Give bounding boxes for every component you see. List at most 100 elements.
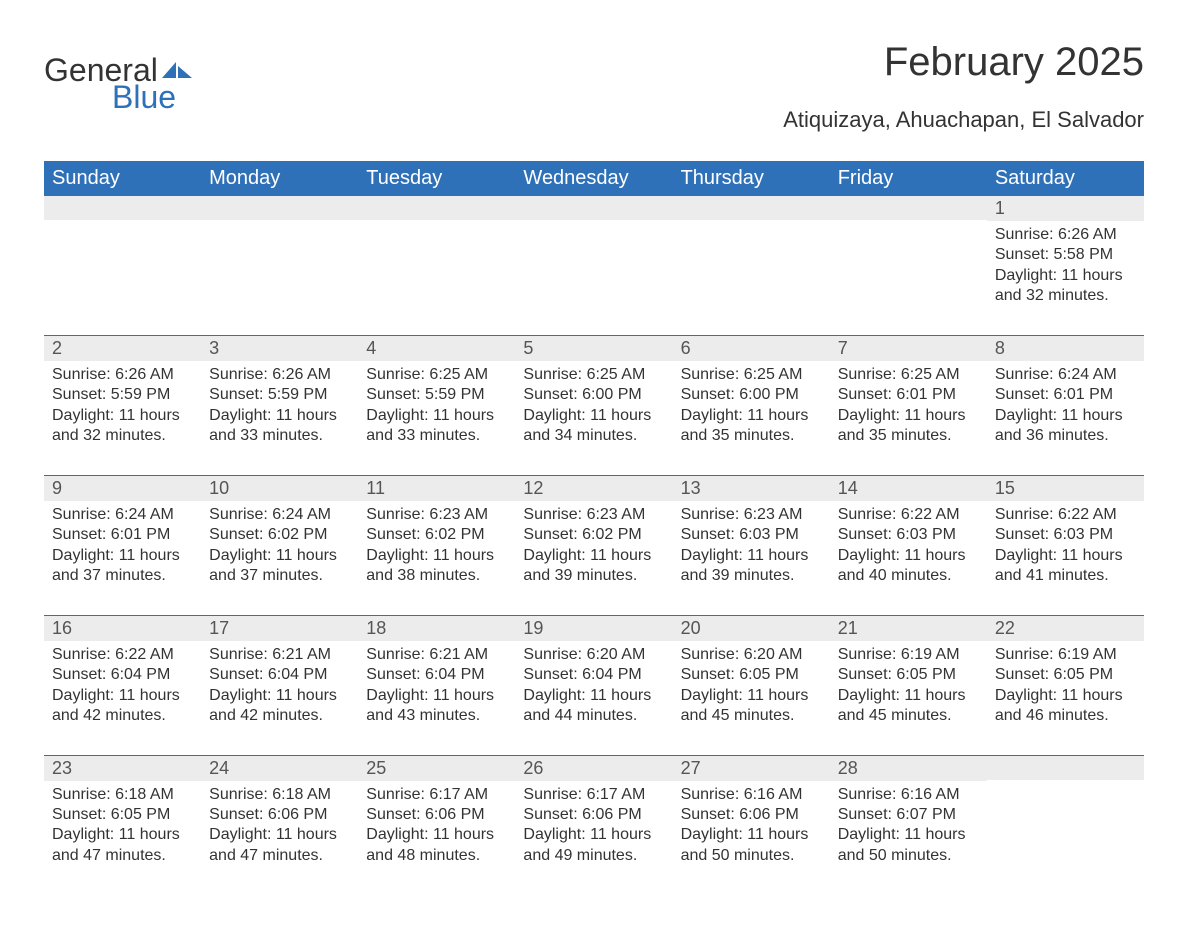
day-detail-line: Sunset: 6:02 PM <box>366 525 507 545</box>
day-detail-line: Sunset: 6:00 PM <box>681 385 822 405</box>
day-number: 14 <box>830 476 987 501</box>
day-details: Sunrise: 6:20 AMSunset: 6:04 PMDaylight:… <box>515 641 672 727</box>
day-detail-line: Sunset: 6:00 PM <box>523 385 664 405</box>
day-detail-line: Daylight: 11 hours and 35 minutes. <box>838 406 979 447</box>
day-detail-line: Daylight: 11 hours and 44 minutes. <box>523 686 664 727</box>
day-detail-line: Sunset: 6:01 PM <box>52 525 193 545</box>
day-details: Sunrise: 6:19 AMSunset: 6:05 PMDaylight:… <box>830 641 987 727</box>
day-detail-line: Sunset: 6:04 PM <box>52 665 193 685</box>
day-detail-line: Daylight: 11 hours and 47 minutes. <box>52 825 193 866</box>
day-number: 21 <box>830 616 987 641</box>
day-number: 18 <box>358 616 515 641</box>
calendar-cell: 17Sunrise: 6:21 AMSunset: 6:04 PMDayligh… <box>201 615 358 755</box>
day-detail-line: Sunrise: 6:24 AM <box>52 505 193 525</box>
logo-text-blue: Blue <box>112 79 192 116</box>
calendar-cell: 3Sunrise: 6:26 AMSunset: 5:59 PMDaylight… <box>201 335 358 475</box>
day-number: 27 <box>673 756 830 781</box>
calendar-cell: 23Sunrise: 6:18 AMSunset: 6:05 PMDayligh… <box>44 755 201 894</box>
day-number: 5 <box>515 336 672 361</box>
day-detail-line: Daylight: 11 hours and 45 minutes. <box>838 686 979 727</box>
day-details: Sunrise: 6:17 AMSunset: 6:06 PMDaylight:… <box>358 781 515 867</box>
day-number: 12 <box>515 476 672 501</box>
calendar-cell <box>44 196 201 335</box>
day-detail-line: Sunrise: 6:26 AM <box>209 365 350 385</box>
day-number: 16 <box>44 616 201 641</box>
day-detail-line: Sunrise: 6:22 AM <box>995 505 1136 525</box>
day-number <box>673 196 830 220</box>
day-number: 20 <box>673 616 830 641</box>
weekday-header: Monday <box>201 161 358 196</box>
day-detail-line: Daylight: 11 hours and 34 minutes. <box>523 406 664 447</box>
calendar-cell: 8Sunrise: 6:24 AMSunset: 6:01 PMDaylight… <box>987 335 1144 475</box>
day-detail-line: Sunrise: 6:19 AM <box>995 645 1136 665</box>
day-detail-line: Sunset: 6:01 PM <box>995 385 1136 405</box>
day-number <box>987 756 1144 780</box>
day-detail-line: Sunset: 6:05 PM <box>995 665 1136 685</box>
day-details: Sunrise: 6:23 AMSunset: 6:03 PMDaylight:… <box>673 501 830 587</box>
day-details: Sunrise: 6:16 AMSunset: 6:07 PMDaylight:… <box>830 781 987 867</box>
title-block: February 2025 Atiquizaya, Ahuachapan, El… <box>783 40 1144 133</box>
day-number: 15 <box>987 476 1144 501</box>
day-detail-line: Sunset: 6:05 PM <box>52 805 193 825</box>
day-detail-line: Sunrise: 6:25 AM <box>681 365 822 385</box>
day-detail-line: Daylight: 11 hours and 50 minutes. <box>838 825 979 866</box>
day-detail-line: Daylight: 11 hours and 42 minutes. <box>52 686 193 727</box>
calendar-cell: 22Sunrise: 6:19 AMSunset: 6:05 PMDayligh… <box>987 615 1144 755</box>
calendar-week-row: 16Sunrise: 6:22 AMSunset: 6:04 PMDayligh… <box>44 615 1144 755</box>
day-detail-line: Sunset: 5:59 PM <box>52 385 193 405</box>
day-number: 23 <box>44 756 201 781</box>
calendar-cell: 12Sunrise: 6:23 AMSunset: 6:02 PMDayligh… <box>515 475 672 615</box>
day-details: Sunrise: 6:21 AMSunset: 6:04 PMDaylight:… <box>358 641 515 727</box>
day-detail-line: Sunrise: 6:25 AM <box>523 365 664 385</box>
day-details: Sunrise: 6:25 AMSunset: 5:59 PMDaylight:… <box>358 361 515 447</box>
day-details: Sunrise: 6:22 AMSunset: 6:04 PMDaylight:… <box>44 641 201 727</box>
day-detail-line: Sunset: 6:07 PM <box>838 805 979 825</box>
day-detail-line: Sunrise: 6:25 AM <box>838 365 979 385</box>
day-number: 17 <box>201 616 358 641</box>
day-number: 1 <box>987 196 1144 221</box>
day-detail-line: Sunrise: 6:24 AM <box>209 505 350 525</box>
day-detail-line: Daylight: 11 hours and 48 minutes. <box>366 825 507 866</box>
day-detail-line: Daylight: 11 hours and 38 minutes. <box>366 546 507 587</box>
weekday-header-row: Sunday Monday Tuesday Wednesday Thursday… <box>44 161 1144 196</box>
day-detail-line: Daylight: 11 hours and 37 minutes. <box>209 546 350 587</box>
day-detail-line: Sunset: 6:06 PM <box>523 805 664 825</box>
day-detail-line: Daylight: 11 hours and 32 minutes. <box>52 406 193 447</box>
day-detail-line: Sunrise: 6:20 AM <box>523 645 664 665</box>
day-detail-line: Sunrise: 6:26 AM <box>52 365 193 385</box>
day-details: Sunrise: 6:26 AMSunset: 5:58 PMDaylight:… <box>987 221 1144 307</box>
day-detail-line: Daylight: 11 hours and 35 minutes. <box>681 406 822 447</box>
day-detail-line: Sunrise: 6:23 AM <box>366 505 507 525</box>
weekday-header: Tuesday <box>358 161 515 196</box>
calendar-cell: 7 Sunrise: 6:25 AMSunset: 6:01 PMDaylight… <box>830 335 987 475</box>
calendar-cell <box>830 196 987 335</box>
day-number: 25 <box>358 756 515 781</box>
weekday-header: Sunday <box>44 161 201 196</box>
day-detail-line: Daylight: 11 hours and 32 minutes. <box>995 266 1136 307</box>
calendar-cell <box>987 755 1144 894</box>
day-detail-line: Daylight: 11 hours and 33 minutes. <box>209 406 350 447</box>
day-detail-line: Sunset: 6:04 PM <box>366 665 507 685</box>
calendar-cell <box>358 196 515 335</box>
day-detail-line: Sunset: 6:06 PM <box>209 805 350 825</box>
day-details: Sunrise: 6:16 AMSunset: 6:06 PMDaylight:… <box>673 781 830 867</box>
calendar-cell <box>515 196 672 335</box>
calendar-cell: 2Sunrise: 6:26 AMSunset: 5:59 PMDaylight… <box>44 335 201 475</box>
day-detail-line: Daylight: 11 hours and 45 minutes. <box>681 686 822 727</box>
day-detail-line: Daylight: 11 hours and 37 minutes. <box>52 546 193 587</box>
day-detail-line: Sunset: 6:06 PM <box>681 805 822 825</box>
calendar-cell: 21Sunrise: 6:19 AMSunset: 6:05 PMDayligh… <box>830 615 987 755</box>
calendar-cell: 15Sunrise: 6:22 AMSunset: 6:03 PMDayligh… <box>987 475 1144 615</box>
day-number: 22 <box>987 616 1144 641</box>
day-number: 7 <box>830 336 987 361</box>
calendar-week-row: 23Sunrise: 6:18 AMSunset: 6:05 PMDayligh… <box>44 755 1144 894</box>
day-number: 13 <box>673 476 830 501</box>
calendar-cell <box>673 196 830 335</box>
day-details: Sunrise: 6:24 AMSunset: 6:02 PMDaylight:… <box>201 501 358 587</box>
day-detail-line: Sunset: 6:01 PM <box>838 385 979 405</box>
day-details: Sunrise: 6:22 AMSunset: 6:03 PMDaylight:… <box>987 501 1144 587</box>
day-number: 19 <box>515 616 672 641</box>
calendar-cell: 11Sunrise: 6:23 AMSunset: 6:02 PMDayligh… <box>358 475 515 615</box>
logo: General Blue <box>44 40 192 116</box>
day-detail-line: Daylight: 11 hours and 47 minutes. <box>209 825 350 866</box>
